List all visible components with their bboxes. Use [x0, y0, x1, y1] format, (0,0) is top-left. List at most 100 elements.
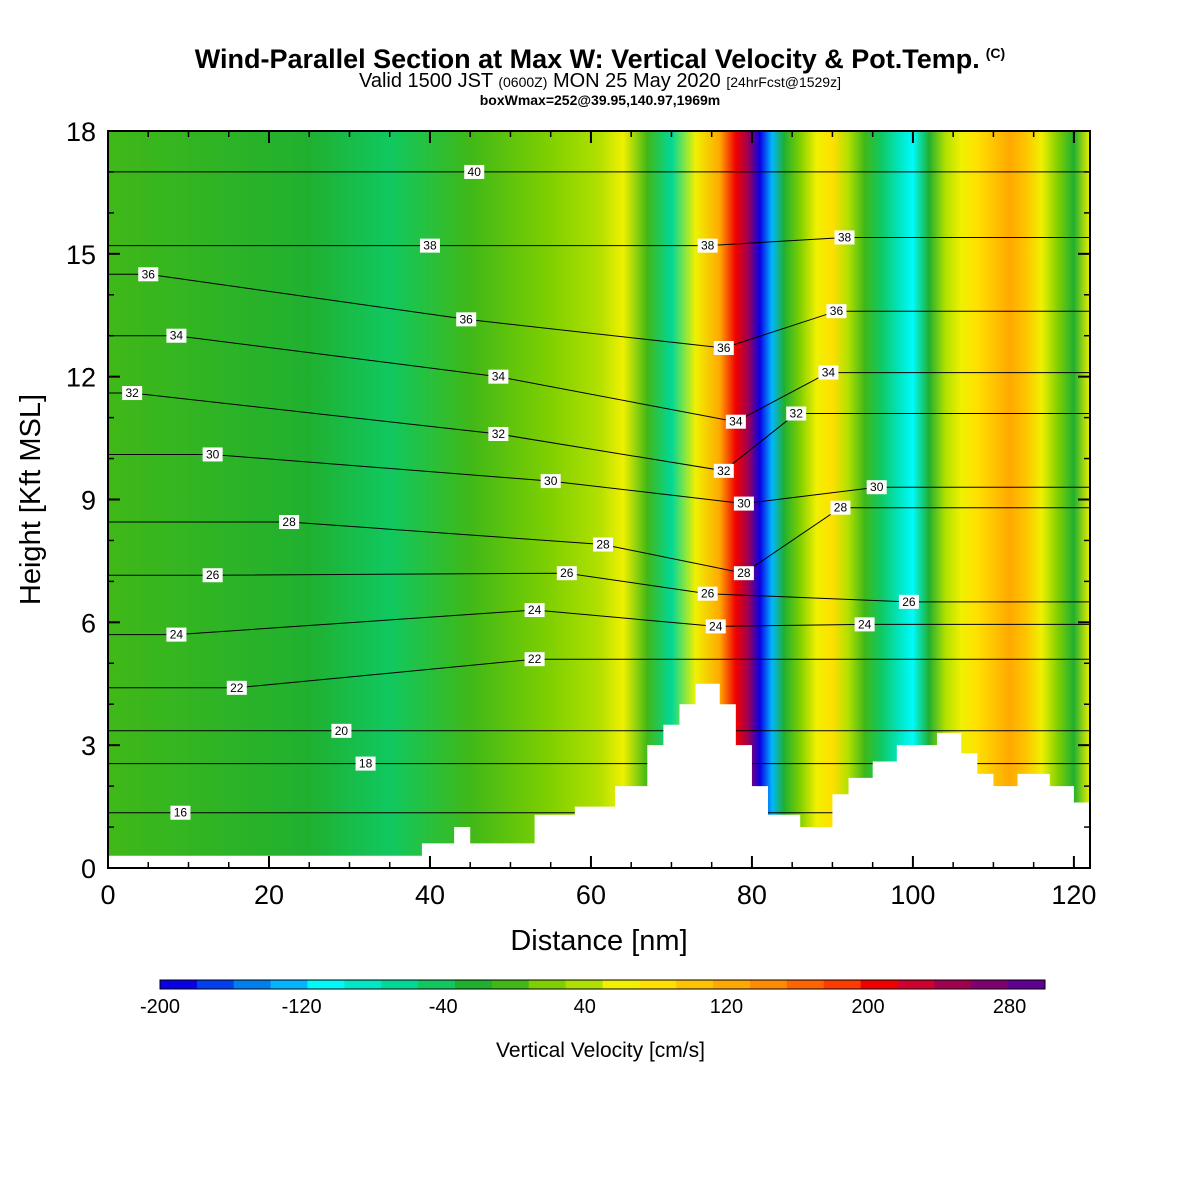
theta-contour-line [108, 609, 1090, 636]
contour-label-text: 26 [701, 587, 715, 601]
contour-label-text: 18 [359, 757, 373, 771]
colorbar-swatch [676, 980, 714, 989]
contour-label: 28 [733, 566, 754, 581]
colorbar-tick-label: -120 [282, 996, 322, 1018]
plot-area [108, 131, 1090, 868]
colorbar-swatch [860, 980, 898, 989]
contour-label: 38 [834, 230, 855, 245]
contour-label: 36 [826, 304, 847, 319]
colorbar-swatch [971, 980, 1009, 989]
contour-label: 36 [138, 267, 159, 282]
colorbar-frame [159, 979, 1046, 990]
contour-label-text: 30 [737, 497, 751, 511]
colorbar-swatch [786, 980, 825, 989]
contour-label-text: 20 [335, 724, 349, 738]
contour-label-text: 32 [790, 407, 804, 421]
x-tick-label: 20 [254, 880, 284, 910]
colorbar-swatch [418, 980, 456, 989]
contour-label: 22 [524, 652, 545, 667]
contour-label-text: 28 [282, 515, 296, 529]
contour-label: 36 [713, 341, 734, 356]
contour-label: 40 [464, 164, 485, 179]
colorbar-swatch [565, 980, 603, 989]
contour-label-text: 32 [125, 386, 139, 400]
contour-label-text: 30 [544, 474, 558, 488]
x-axis-title: Distance [nm] [510, 925, 687, 957]
contour-label-text: 26 [206, 568, 220, 582]
contour-label-text: 28 [834, 501, 848, 515]
contour-label: 24 [705, 619, 726, 634]
colorbar-swatch [602, 980, 640, 989]
contour-label: 20 [331, 723, 352, 738]
theta-contour-line [108, 572, 1090, 603]
colorbar-tick-label: -200 [140, 996, 180, 1018]
contour-label: 26 [202, 568, 223, 583]
contour-label-text: 24 [528, 603, 542, 617]
colorbar-swatch [897, 980, 935, 989]
colorbar-swatch [233, 980, 272, 989]
colorbar-swatch [823, 980, 862, 989]
contour-label-text: 24 [709, 619, 723, 633]
contour-label-text: 22 [528, 652, 542, 666]
colorbar-tick-label: 200 [851, 996, 884, 1018]
y-tick-label: 6 [81, 608, 96, 638]
colorbar-swatch [381, 980, 419, 989]
y-tick-label: 15 [66, 240, 96, 270]
contour-label-text: 32 [717, 464, 731, 478]
contour-label: 28 [830, 500, 851, 515]
contour-label-text: 38 [423, 239, 437, 253]
theta-contour-line [108, 658, 1090, 689]
x-tick-label: 80 [737, 880, 767, 910]
chart-title: Wind-Parallel Section at Max W: Vertical… [194, 44, 1006, 74]
theta-contour-line [108, 454, 1090, 505]
contour-label-text: 30 [870, 480, 884, 494]
colorbar-swatch [307, 980, 345, 989]
contour-label: 30 [540, 474, 561, 489]
contour-label: 24 [524, 603, 545, 618]
contour-label-text: 36 [460, 312, 474, 326]
contour-label-text: 36 [142, 267, 156, 281]
contour-label: 32 [122, 386, 143, 401]
contour-label-text: 24 [858, 617, 872, 631]
contour-label-text: 34 [170, 329, 184, 343]
theta-contour-line [108, 335, 1090, 423]
colorbar: -200 -120 -40 40 120 200 280 [140, 979, 1046, 1018]
contour-label-text: 34 [492, 370, 506, 384]
copyright-mark: (C) [985, 45, 1006, 61]
contour-label-text: 22 [230, 681, 244, 695]
contour-label-text: 28 [737, 566, 751, 580]
contour-label: 32 [786, 406, 807, 421]
contour-label-text: 38 [701, 239, 715, 253]
contour-label: 22 [226, 680, 247, 695]
box-max-info: boxWmax=252@39.95,140.97,1969m [479, 92, 721, 108]
chart-subtitle: Valid 1500 JST (0600Z) MON 25 May 2020 [… [359, 70, 841, 92]
contour-label-text: 32 [492, 427, 506, 441]
contour-label: 34 [725, 414, 746, 429]
colorbar-swatch [196, 980, 235, 989]
contour-label-text: 28 [596, 538, 610, 552]
contour-label: 34 [818, 365, 839, 380]
y-tick-label: 0 [81, 854, 96, 884]
contour-label: 26 [898, 594, 919, 609]
contour-label-text: 40 [468, 165, 482, 179]
colorbar-swatch [491, 980, 530, 989]
colorbar-title: Vertical Velocity [cm/s] [496, 1039, 705, 1062]
colorbar-swatch [455, 980, 493, 989]
contour-label: 36 [456, 312, 477, 327]
contour-label-text: 24 [170, 628, 184, 642]
x-tick-label: 0 [100, 880, 115, 910]
contour-label-text: 26 [902, 595, 916, 609]
y-tick-label: 9 [81, 486, 96, 516]
contour-label: 38 [697, 238, 718, 253]
contour-label: 30 [202, 447, 223, 462]
contour-label: 18 [355, 756, 376, 771]
contour-label-text: 36 [830, 304, 844, 318]
colorbar-tick-label: 280 [993, 996, 1026, 1018]
contour-label-text: 34 [729, 415, 743, 429]
colorbar-tick-label: -40 [429, 996, 458, 1018]
contour-label: 24 [166, 627, 187, 642]
terrain [108, 683, 1090, 868]
colorbar-tick-label: 40 [574, 996, 596, 1018]
contour-label: 26 [556, 566, 577, 581]
